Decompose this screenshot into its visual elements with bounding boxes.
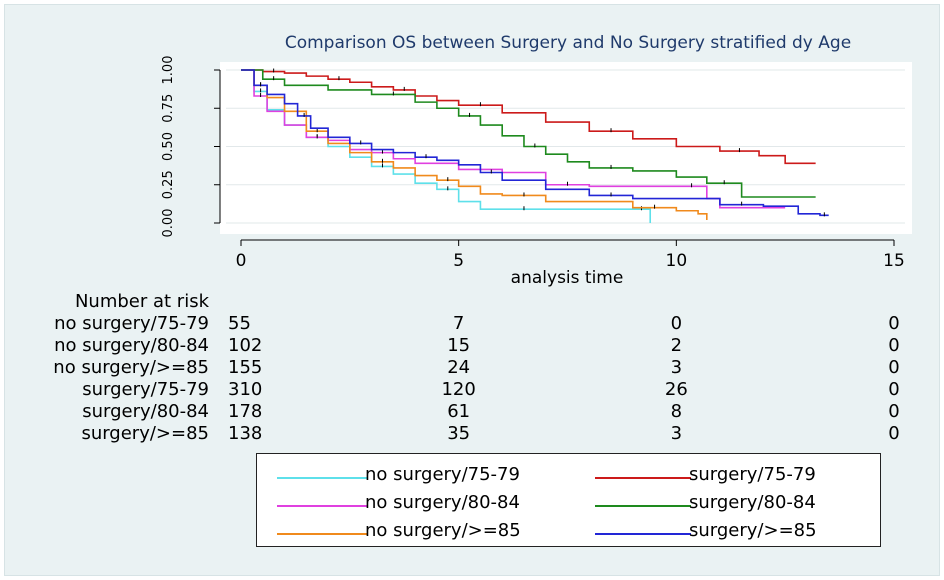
risk-value: 7 xyxy=(452,313,465,334)
risk-value: 155 xyxy=(228,357,263,378)
legend-label: surgery/75-79 xyxy=(689,464,816,485)
y-tick-label: 0.75 xyxy=(161,94,176,123)
series-line-no-surgery-80-84 xyxy=(241,69,786,209)
risk-value: 0 xyxy=(888,313,900,334)
risk-value: 310 xyxy=(228,379,263,400)
risk-value: 0 xyxy=(888,379,900,400)
risk-value: 120 xyxy=(441,379,476,400)
risk-value: 138 xyxy=(228,423,263,444)
risk-value: 24 xyxy=(447,357,471,378)
risk-value: 178 xyxy=(228,401,263,422)
risk-value: 55 xyxy=(228,313,251,334)
legend-label: no surgery/>=85 xyxy=(365,520,521,541)
series-line-surgery-80-84 xyxy=(241,69,816,198)
risk-row-label: surgery/>=85 xyxy=(81,423,209,444)
y-tick-label: 0.25 xyxy=(161,170,176,199)
legend-swatch xyxy=(595,533,691,535)
risk-value: 3 xyxy=(670,357,683,378)
legend-swatch xyxy=(595,477,691,479)
risk-value: 0 xyxy=(888,423,900,444)
risk-value: 0 xyxy=(888,335,900,356)
legend-label: no surgery/75-79 xyxy=(365,464,520,485)
risk-value: 8 xyxy=(670,401,683,422)
chart-title: Comparison OS between Surgery and No Sur… xyxy=(285,33,851,53)
series-line-surgery-85 xyxy=(241,69,829,217)
y-tick-label: 0.00 xyxy=(161,209,176,238)
risk-value: 0 xyxy=(670,313,683,334)
risk-table-title: Number at risk xyxy=(74,291,209,312)
risk-value: 15 xyxy=(447,335,471,356)
x-axis-label: analysis time xyxy=(511,268,624,288)
risk-row-label: no surgery/>=85 xyxy=(53,357,209,378)
legend-swatch xyxy=(277,477,367,479)
legend-label: no surgery/80-84 xyxy=(365,492,520,513)
x-tick-label: 15 xyxy=(883,251,905,271)
series-line-no-surgery-85 xyxy=(241,69,708,220)
y-tick-label: 1.00 xyxy=(161,56,176,85)
risk-value: 2 xyxy=(670,335,683,356)
risk-row-label: no surgery/80-84 xyxy=(54,335,209,356)
y-tick-label: 0.50 xyxy=(161,132,176,161)
x-tick-label: 0 xyxy=(236,251,247,271)
risk-value: 26 xyxy=(664,379,688,400)
legend-swatch xyxy=(277,505,367,507)
risk-value: 102 xyxy=(228,335,263,356)
legend: no surgery/75-79 no surgery/80-84 no surge… xyxy=(256,453,881,547)
series-line-surgery-75-79 xyxy=(241,69,816,165)
risk-row-label: no surgery/75-79 xyxy=(54,313,209,334)
risk-value: 35 xyxy=(447,423,471,444)
legend-label: surgery/>=85 xyxy=(689,520,817,541)
risk-row-label: surgery/75-79 xyxy=(82,379,209,400)
x-tick-label: 10 xyxy=(666,251,688,271)
legend-swatch xyxy=(277,533,367,535)
risk-value: 3 xyxy=(670,423,683,444)
x-tick-label: 5 xyxy=(453,251,464,271)
legend-swatch xyxy=(595,505,691,507)
risk-value: 0 xyxy=(888,401,900,422)
risk-value: 61 xyxy=(447,401,471,422)
km-survival-chart: Comparison OS between Surgery and No Sur… xyxy=(161,33,905,288)
risk-row-label: surgery/80-84 xyxy=(82,401,209,422)
legend-label: surgery/80-84 xyxy=(689,492,816,513)
risk-value: 0 xyxy=(888,357,900,378)
